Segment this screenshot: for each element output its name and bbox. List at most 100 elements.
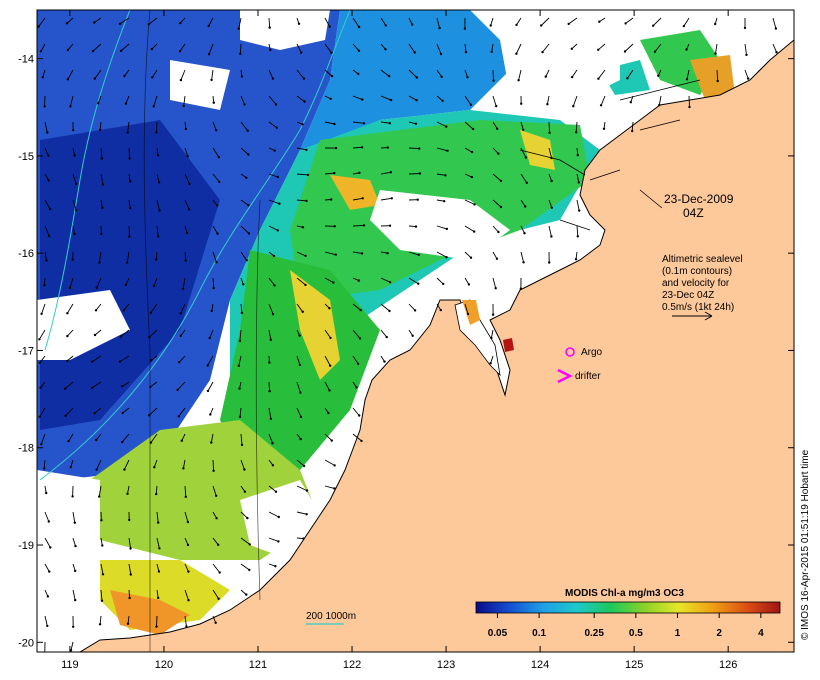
velocity-vector — [436, 17, 441, 29]
velocity-vector — [95, 433, 102, 441]
velocity-vector — [548, 199, 553, 208]
velocity-vector-head — [48, 570, 51, 573]
velocity-vector-head — [271, 313, 275, 316]
velocity-vector-head — [247, 153, 250, 156]
velocity-vector-head — [269, 48, 272, 52]
velocity-vector — [96, 277, 102, 288]
velocity-vector-head — [243, 103, 246, 106]
velocity-vector — [296, 355, 301, 366]
bay-chl — [462, 300, 480, 325]
velocity-vector-head — [273, 284, 276, 287]
velocity-vector-head — [361, 98, 364, 101]
velocity-vector — [64, 381, 74, 390]
velocity-vector-head — [276, 229, 279, 232]
velocity-vector — [125, 95, 130, 104]
velocity-vector-head — [66, 78, 70, 81]
velocity-vector-head — [121, 385, 124, 388]
velocity-vector — [119, 17, 130, 25]
velocity-vector — [268, 381, 271, 392]
velocity-vector — [127, 121, 130, 133]
velocity-vector-head — [63, 387, 67, 390]
velocity-vector-head — [243, 468, 246, 471]
velocity-vector-head — [657, 74, 660, 77]
velocity-vector-head — [388, 281, 392, 284]
velocity-vector — [627, 69, 634, 79]
velocity-vector — [324, 355, 331, 366]
x-tick-label: 119 — [61, 659, 79, 671]
velocity-vector — [98, 251, 102, 263]
date-label: 23-Dec-2009 — [664, 192, 734, 206]
velocity-vector-head — [73, 232, 76, 236]
velocity-vector — [380, 171, 391, 175]
velocity-vector — [72, 199, 77, 211]
velocity-vector — [352, 43, 360, 52]
velocity-vector — [597, 43, 606, 51]
velocity-vector-head — [69, 105, 72, 108]
velocity-vector-head — [524, 205, 527, 208]
velocity-vector-head — [68, 286, 72, 290]
velocity-vector — [324, 43, 332, 54]
velocity-vector-head — [328, 307, 331, 310]
velocity-vector — [436, 69, 443, 78]
velocity-vector-head — [101, 544, 104, 547]
velocity-vector-head — [305, 489, 309, 492]
velocity-vector-head — [550, 179, 553, 183]
velocity-vector — [600, 95, 606, 106]
velocity-vector — [772, 17, 777, 29]
velocity-vector-head — [179, 334, 182, 338]
velocity-vector-head — [299, 415, 303, 419]
velocity-vector-head — [499, 205, 503, 209]
velocity-vector-head — [240, 443, 244, 447]
velocity-vector — [44, 173, 50, 181]
velocity-vector-head — [238, 415, 242, 419]
velocity-vector — [296, 511, 307, 515]
velocity-vector-head — [39, 386, 42, 389]
velocity-vector — [240, 251, 248, 261]
velocity-vector-head — [333, 225, 336, 228]
velocity-vector — [212, 225, 218, 234]
velocity-vector-head — [45, 491, 48, 495]
velocity-vector-head — [38, 415, 41, 418]
colorbar-tick-label: 4 — [758, 628, 764, 639]
velocity-vector-head — [187, 208, 191, 211]
velocity-vector-head — [544, 75, 547, 78]
velocity-vector — [772, 43, 777, 53]
velocity-vector — [268, 303, 274, 315]
velocity-vector — [150, 303, 158, 314]
velocity-vector — [464, 147, 473, 153]
velocity-vector-head — [745, 53, 748, 57]
velocity-vector-head — [497, 230, 500, 234]
velocity-vector — [99, 121, 102, 130]
velocity-vector-head — [157, 181, 161, 184]
velocity-vector-head — [360, 146, 364, 149]
velocity-vector — [94, 407, 102, 414]
velocity-vector — [324, 433, 333, 441]
velocity-vector-head — [438, 26, 441, 30]
velocity-vector — [40, 381, 46, 388]
velocity-vector-head — [217, 597, 220, 600]
velocity-vector — [124, 69, 130, 77]
velocity-vector — [155, 485, 158, 495]
velocity-vector-head — [188, 182, 191, 186]
y-tick-label: -16 — [18, 248, 34, 260]
velocity-vector-head — [299, 437, 302, 441]
velocity-vector-head — [440, 75, 443, 79]
velocity-vector — [520, 225, 525, 234]
colorbar-ticks: 0.05 0.1 0.25 0.5 1 2 4 — [488, 613, 764, 639]
velocity-vector-head — [182, 467, 185, 470]
velocity-vector-head — [179, 21, 182, 25]
velocity-vector — [380, 329, 388, 338]
velocity-vector — [100, 563, 104, 575]
velocity-vector-head — [123, 468, 126, 471]
velocity-vector-head — [212, 286, 215, 290]
velocity-vector — [184, 225, 188, 234]
velocity-vector-head — [356, 362, 360, 365]
velocity-vector — [436, 147, 448, 152]
velocity-vector-head — [242, 283, 245, 286]
velocity-vector-head — [93, 21, 96, 24]
velocity-vector — [380, 17, 387, 26]
velocity-vector-head — [95, 468, 98, 471]
velocity-vector-head — [210, 78, 213, 82]
velocity-vector-head — [245, 593, 248, 596]
